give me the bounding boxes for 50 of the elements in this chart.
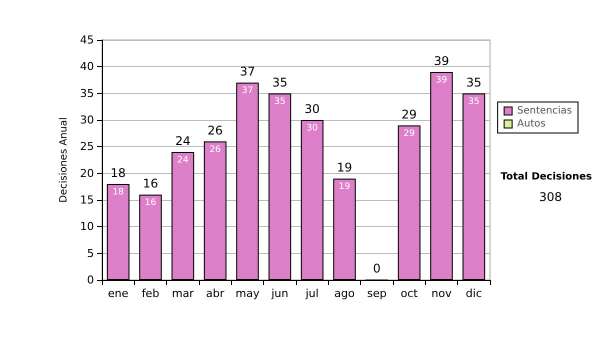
total-label: 35 bbox=[466, 75, 482, 90]
x-tick-label: ago bbox=[334, 287, 355, 300]
total-label: 0 bbox=[373, 262, 381, 276]
data-label: 30 bbox=[306, 124, 318, 134]
y-tick-label: 35 bbox=[80, 86, 94, 100]
total-label: 18 bbox=[110, 166, 126, 180]
y-axis-title: Decisiones Anual bbox=[58, 117, 70, 203]
data-label: 26 bbox=[209, 144, 222, 155]
total-label: 16 bbox=[142, 176, 158, 191]
data-label: 35 bbox=[468, 96, 480, 107]
y-tick-label: 0 bbox=[87, 274, 94, 286]
x-tick-label: jun bbox=[270, 287, 288, 300]
total-label: 37 bbox=[240, 64, 256, 79]
x-tick-label: feb bbox=[142, 287, 160, 300]
data-label: 35 bbox=[274, 96, 286, 107]
x-tick-label: mar bbox=[172, 287, 194, 300]
text: 308 bbox=[539, 190, 562, 204]
x-tick-label: dic bbox=[466, 287, 482, 300]
y-tick-label: 5 bbox=[87, 246, 94, 260]
data-label: 37 bbox=[242, 86, 254, 96]
x-tick-label: may bbox=[236, 287, 260, 300]
x-tick-label: ene bbox=[108, 287, 129, 300]
y-tick-label: 30 bbox=[80, 114, 94, 126]
data-label: 16 bbox=[144, 198, 156, 208]
y-tick-label: 40 bbox=[80, 60, 94, 74]
total-label: 26 bbox=[208, 123, 223, 138]
text: Total Decisiones bbox=[500, 172, 592, 182]
total-label: 30 bbox=[304, 102, 320, 116]
legend-label: Sentencias bbox=[517, 106, 572, 116]
x-tick-label: sep bbox=[367, 287, 387, 300]
data-label: 29 bbox=[403, 128, 416, 139]
total-label: 24 bbox=[175, 134, 190, 148]
data-label: 39 bbox=[436, 76, 448, 86]
y-tick-label: 45 bbox=[80, 34, 94, 46]
total-label: 29 bbox=[402, 107, 417, 122]
y-tick-label: 25 bbox=[80, 140, 94, 154]
x-tick-label: nov bbox=[431, 287, 452, 300]
x-tick-label: jul bbox=[304, 287, 319, 300]
data-label: 24 bbox=[177, 156, 189, 166]
y-tick-label: 15 bbox=[80, 194, 94, 206]
total-label: 39 bbox=[434, 54, 450, 68]
x-tick-label: abr bbox=[206, 287, 225, 300]
data-label: 19 bbox=[338, 182, 350, 192]
total-label: 19 bbox=[336, 160, 352, 175]
x-tick-label: oct bbox=[400, 287, 418, 300]
legend-label: Autos bbox=[517, 118, 546, 130]
y-tick-label: 10 bbox=[80, 220, 94, 234]
y-tick-label: 20 bbox=[80, 166, 94, 180]
data-label: 18 bbox=[112, 188, 124, 198]
total-label: 35 bbox=[272, 75, 288, 90]
